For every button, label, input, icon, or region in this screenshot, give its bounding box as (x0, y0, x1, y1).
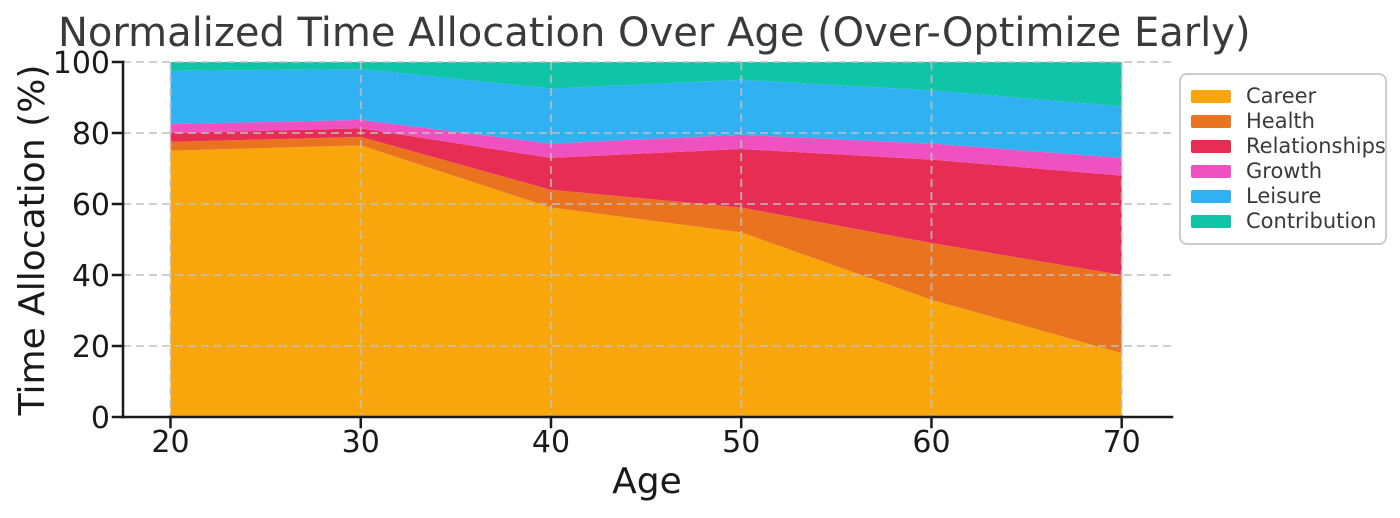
y-tick-label: 40 (72, 259, 110, 294)
y-tick-label: 100 (53, 46, 110, 81)
area-relationships (170, 128, 1122, 275)
x-tick-label: 70 (1103, 425, 1141, 460)
legend-swatch-growth (1191, 165, 1231, 179)
x-axis-label: Age (612, 461, 682, 502)
area-career (170, 145, 1122, 418)
legend-label: Health (1246, 108, 1315, 133)
legend-swatch-contribution (1191, 215, 1231, 229)
legend-label: Contribution (1246, 209, 1377, 234)
x-tick-label: 20 (151, 425, 189, 460)
legend-swatch-career (1191, 89, 1231, 103)
legend-swatch-health (1191, 114, 1231, 128)
y-tick-label: 0 (91, 401, 110, 436)
y-axis-label: Time Allocation (%) (12, 65, 53, 417)
area-growth (170, 119, 1122, 176)
x-tick-label: 50 (722, 425, 760, 460)
legend-label: Relationships (1246, 133, 1386, 158)
legend-swatch-leisure (1191, 190, 1231, 204)
x-tick-label: 30 (342, 425, 380, 460)
legend-item-career: Career (1191, 84, 1375, 108)
area-contribution (170, 62, 1122, 107)
y-tick-labels: 0 20 40 60 80 100 (53, 46, 110, 436)
legend-item-growth: Growth (1191, 160, 1375, 184)
legend-label: Growth (1246, 159, 1323, 184)
legend-item-leisure: Leisure (1191, 185, 1375, 209)
legend: Career Health Relationships Growth Leisure Co… (1179, 73, 1387, 245)
legend-item-health: Health (1191, 109, 1375, 133)
chart-title: Normalized Time Allocation Over Age (Ove… (58, 10, 1251, 56)
area-layers (170, 62, 1122, 418)
legend-label: Career (1246, 83, 1317, 108)
gridlines (123, 61, 1172, 417)
legend-swatch-relationships (1191, 139, 1231, 153)
axes (111, 60, 1174, 429)
legend-label: Leisure (1246, 184, 1322, 209)
x-tick-labels: 20 30 40 50 60 70 (151, 425, 1140, 460)
x-tick-label: 60 (912, 425, 950, 460)
y-tick-label: 80 (72, 117, 110, 152)
area-leisure (170, 69, 1122, 158)
x-tick-label: 40 (532, 425, 570, 460)
legend-item-relationships: Relationships (1191, 134, 1386, 158)
y-tick-label: 20 (72, 330, 110, 365)
legend-item-contribution: Contribution (1191, 209, 1377, 234)
y-tick-label: 60 (72, 188, 110, 223)
